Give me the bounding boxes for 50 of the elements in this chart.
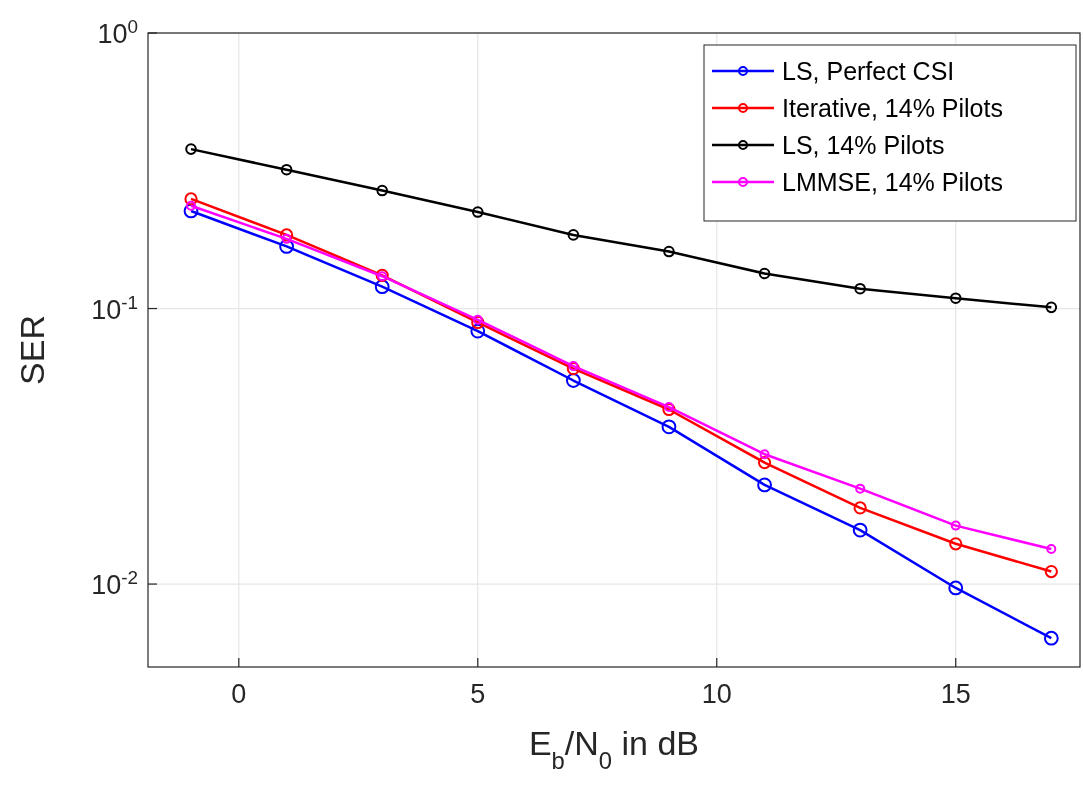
x-tick-label: 0 [231, 679, 247, 709]
point [184, 192, 198, 206]
point [566, 362, 580, 376]
point [183, 203, 199, 219]
x-tick-label: 10 [701, 679, 732, 709]
point [470, 323, 486, 339]
point [662, 402, 676, 417]
point [757, 477, 772, 493]
point [1045, 301, 1058, 314]
point [948, 580, 964, 596]
point [759, 449, 770, 460]
point [663, 402, 674, 413]
point [280, 228, 294, 242]
point [950, 520, 961, 531]
point [1043, 630, 1059, 646]
point [949, 537, 963, 551]
y-tick-label: 10$^{0}$ [97, 15, 138, 49]
point [1044, 564, 1058, 579]
point [279, 239, 295, 254]
point [376, 184, 388, 197]
y-tick-label: 10$^{-2}$ [91, 566, 138, 601]
y-axis-title: SER [13, 315, 51, 385]
legend-label: Iterative, 14% Pilots [782, 94, 1003, 122]
point [568, 361, 579, 372]
legend-label: LMMSE, 14% Pilots [782, 168, 1003, 196]
point [854, 282, 866, 295]
point [661, 419, 677, 435]
legend-label: LS, 14% Pilots [782, 131, 945, 159]
point [281, 233, 292, 244]
point [1046, 544, 1057, 555]
y-tick-label: 10$^{-1}$ [91, 291, 138, 325]
point [853, 501, 867, 515]
point [758, 267, 771, 280]
point [567, 229, 580, 241]
point [852, 522, 868, 538]
point [471, 315, 485, 330]
point [185, 143, 197, 155]
point [855, 483, 866, 494]
point [949, 292, 962, 305]
point [280, 163, 293, 176]
point [663, 245, 675, 258]
point [374, 279, 390, 295]
point [472, 314, 483, 325]
point [565, 373, 581, 388]
x-tick-label: 5 [470, 679, 486, 709]
point [757, 455, 772, 470]
legend-label: LS, Perfect CSI [782, 57, 955, 85]
point [471, 206, 484, 218]
x-tick-label: 15 [940, 679, 971, 709]
x-axis-title: E$_{b}$/N$_{0}$ in dB [528, 724, 700, 774]
